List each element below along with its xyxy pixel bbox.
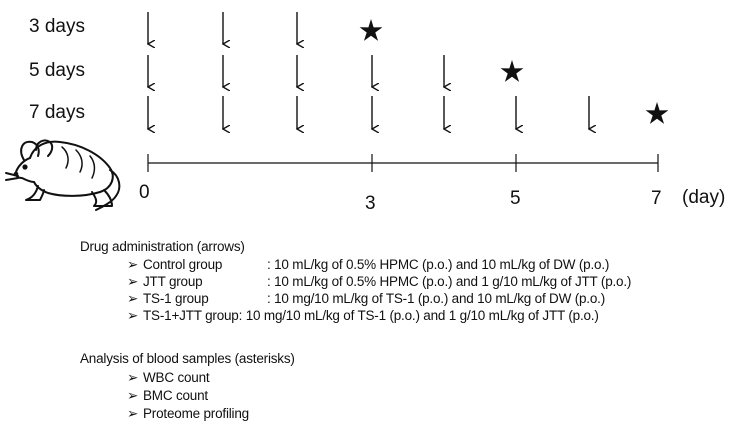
star-icon [645, 102, 669, 124]
arrowhead-bullet-icon: ➢ [127, 370, 139, 385]
analysis-item-proteome: ➢ Proteome profiling [127, 406, 249, 422]
drug-item-group: Control group [143, 257, 223, 272]
analysis-item-bmc: ➢ BMC count [127, 388, 208, 404]
tick-label-3: 3 [365, 193, 376, 214]
arrowhead-bullet-icon: ➢ [127, 274, 139, 289]
row-3-days-arrows [148, 12, 297, 44]
arrowhead-bullet-icon: ➢ [127, 291, 139, 306]
tick-label-5: 5 [510, 188, 521, 209]
arrowhead-bullet-icon: ➢ [127, 406, 139, 421]
row-7-days-arrows [148, 96, 589, 129]
star-icon [500, 60, 524, 82]
drug-item-desc: : 10 mg/10 mL/kg of TS-1 (p.o.) and 1 g/… [238, 308, 599, 323]
drug-item-group: TS-1 group [143, 291, 209, 306]
arrowhead-bullet-icon: ➢ [127, 257, 139, 272]
star-icon [359, 19, 383, 41]
analysis-item-wbc: ➢ WBC count [127, 370, 210, 386]
timeline-unit-label: (day) [682, 187, 726, 208]
analysis-item-label: Proteome profiling [143, 406, 249, 421]
timeline-axis [147, 154, 659, 172]
arrowhead-bullet-icon: ➢ [127, 388, 139, 403]
row-label-3-days: 3 days [29, 16, 85, 37]
row-label-5-days: 5 days [29, 60, 85, 81]
analysis-item-label: WBC count [143, 370, 210, 385]
drug-item-group: TS-1+JTT group [143, 308, 239, 323]
drug-item-jtt: ➢ JTT group : 10 mL/kg of 0.5% HPMC (p.o.)… [127, 274, 631, 290]
drug-administration-title: Drug administration (arrows) [80, 239, 245, 254]
analysis-title: Analysis of blood samples (asterisks) [80, 351, 295, 366]
drug-item-group: JTT group [143, 274, 203, 289]
drug-item-ts1: ➢ TS-1 group : 10 mg/10 mL/kg of TS-1 (p.o… [127, 291, 605, 307]
drug-item-desc: : 10 mL/kg of 0.5% HPMC (p.o.) and 10 mL… [267, 257, 610, 272]
tick-label-0: 0 [139, 182, 150, 203]
dosing-schedule-diagram [5, 12, 669, 211]
tick-label-7: 7 [651, 188, 662, 209]
row-5-days-arrows [148, 55, 444, 87]
drug-item-ts1-jtt: ➢ TS-1+JTT group: 10 mg/10 mL/kg of TS-1 … [127, 308, 599, 324]
arrowhead-bullet-icon: ➢ [127, 308, 139, 323]
drug-item-control: ➢ Control group : 10 mL/kg of 0.5% HPMC (p… [127, 257, 609, 273]
analysis-item-label: BMC count [143, 388, 208, 403]
drug-item-desc: : 10 mg/10 mL/kg of TS-1 (p.o.) and 10 m… [267, 291, 605, 306]
row-label-7-days: 7 days [29, 102, 85, 123]
mouse-icon [5, 139, 121, 211]
drug-item-desc: : 10 mL/kg of 0.5% HPMC (p.o.) and 1 g/1… [267, 274, 632, 289]
